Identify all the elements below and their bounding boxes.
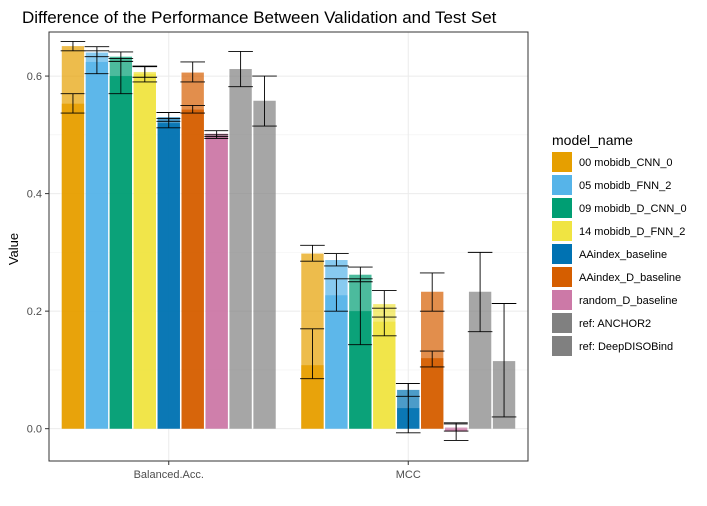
plot-area: 0.0 0.2 0.4 0.6 Balanced.Acc. MCC	[27, 31, 529, 481]
y-tick-label: 0.4	[27, 189, 42, 201]
legend-swatch	[552, 313, 572, 333]
chart-title: Difference of the Performance Between Va…	[22, 8, 497, 27]
legend-swatch	[552, 244, 572, 264]
legend-swatch	[552, 152, 572, 172]
x-tick-label: MCC	[396, 469, 421, 481]
y-tick-label: 0.6	[27, 71, 42, 83]
legend-label: AAindex_D_baseline	[579, 272, 681, 284]
plot-border	[48, 31, 529, 462]
legend-label: random_D_baseline	[579, 295, 677, 307]
legend-label: AAindex_baseline	[579, 249, 667, 261]
bar	[229, 69, 252, 429]
bar	[253, 100, 276, 429]
y-axis-title: Value	[6, 233, 21, 265]
bar	[181, 109, 204, 429]
legend-label: 09 mobidb_D_CNN_0	[579, 203, 687, 215]
y-tick-label: 0.0	[27, 424, 42, 436]
legend-swatch	[552, 336, 572, 356]
y-tick-label: 0.2	[27, 306, 42, 318]
bar	[85, 61, 109, 429]
legend-swatch	[552, 221, 572, 241]
legend-swatch	[552, 290, 572, 310]
bar	[421, 358, 444, 429]
legend-label: 14 mobidb_D_FNN_2	[579, 226, 685, 238]
legend-title: model_name	[552, 132, 633, 148]
legend-swatch	[552, 175, 572, 195]
legend-swatch	[552, 198, 572, 218]
bar	[373, 321, 396, 429]
bar	[301, 365, 324, 429]
bar	[468, 291, 492, 429]
bar	[133, 73, 156, 429]
legend-label: 00 mobidb_CNN_0	[579, 157, 673, 169]
x-tick-label: Balanced.Acc.	[134, 469, 204, 481]
legend-label: ref: ANCHOR2	[579, 318, 651, 330]
legend-swatch	[552, 267, 572, 287]
legend-label: 05 mobidb_FNN_2	[579, 180, 671, 192]
bar	[349, 311, 372, 429]
bar	[61, 103, 85, 429]
legend: 00 mobidb_CNN_0 05 mobidb_FNN_2 09 mobidb_…	[552, 152, 687, 356]
bar	[325, 295, 348, 429]
bar	[205, 136, 228, 429]
bar	[109, 76, 133, 429]
legend-label: ref: DeepDISOBind	[579, 341, 673, 353]
bar	[157, 123, 180, 429]
